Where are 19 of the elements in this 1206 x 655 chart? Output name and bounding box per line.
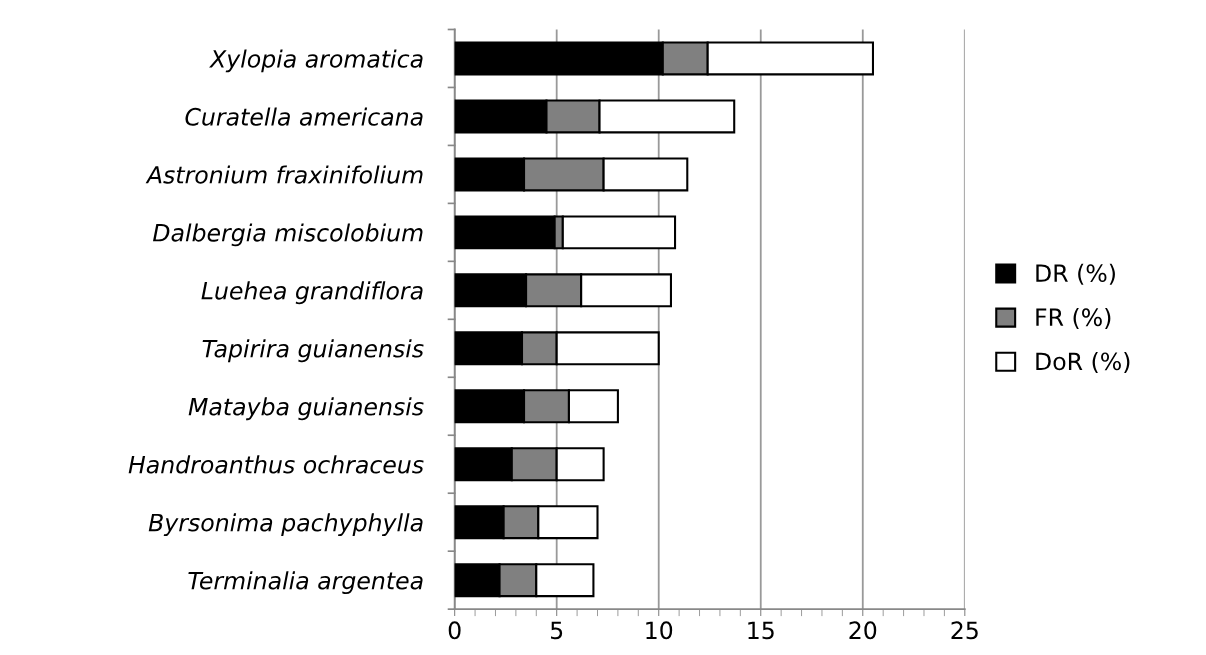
y-tick-label: Matayba guianensis bbox=[188, 397, 424, 421]
legend-label: FR (%) bbox=[1036, 307, 1111, 329]
y-tick-label: Dalbergia miscolobium bbox=[152, 223, 423, 247]
y-tick-label: Luehea grandiflora bbox=[201, 281, 423, 305]
y-tick-label: Tapirira guianensis bbox=[202, 339, 424, 363]
y-tick-label: Terminalia argentea bbox=[188, 571, 423, 595]
y-tick-label: Astronium fraxinifolium bbox=[145, 165, 423, 184]
y-tick-label: Handroanthus ochraceus bbox=[128, 455, 424, 474]
x-tick-label: 15 bbox=[748, 621, 774, 640]
legend-label: DoR (%) bbox=[1036, 352, 1130, 374]
x-tick-label: 10 bbox=[646, 621, 673, 640]
legend-label: DR (%) bbox=[1036, 263, 1115, 285]
y-tick-label: Byrsonima pachyphylla bbox=[148, 513, 423, 537]
y-tick-label: Curatella americana bbox=[185, 107, 423, 126]
x-tick-label: 0 bbox=[448, 621, 461, 640]
x-tick-label: 5 bbox=[551, 621, 563, 640]
y-tick-label: Xylopia aromatica bbox=[209, 49, 423, 73]
x-tick-label: 25 bbox=[951, 621, 978, 640]
x-tick-label: 20 bbox=[849, 621, 877, 640]
